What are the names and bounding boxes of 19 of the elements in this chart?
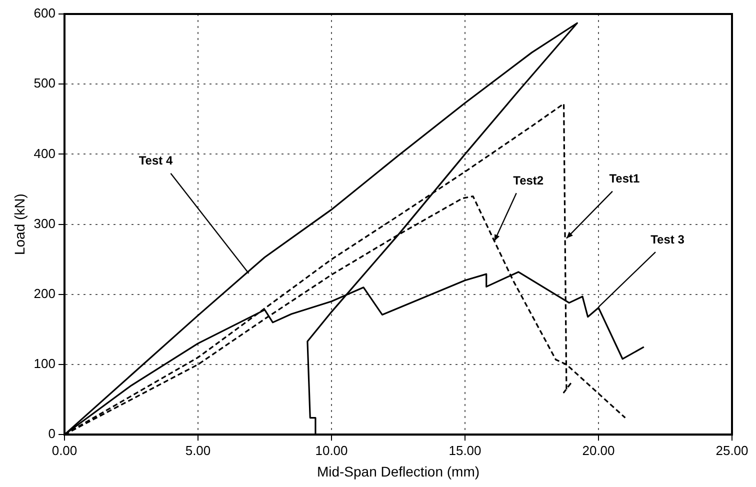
y-tick-label: 200 — [34, 286, 56, 301]
y-axis-title: Load (kN) — [11, 194, 28, 256]
y-tick-label: 100 — [34, 356, 56, 372]
x-tick-label: 15.00 — [448, 442, 482, 458]
annotation: Test 4 — [138, 154, 173, 168]
annotation: Test1 — [609, 172, 640, 186]
annotation: Test2 — [513, 173, 544, 188]
y-tick-label: 600 — [34, 6, 56, 21]
x-tick-label: 0.00 — [52, 442, 78, 458]
y-tick-label: 500 — [34, 76, 56, 91]
x-axis-title: Mid-Span Deflection (mm) — [316, 463, 480, 480]
y-tick-label: 400 — [34, 146, 56, 161]
y-tick-label: 300 — [34, 216, 56, 231]
annotation: Test 3 — [650, 232, 685, 246]
x-tick-label: 25.00 — [716, 442, 748, 458]
x-tick-label: 5.00 — [185, 442, 211, 458]
y-tick-label: 0 — [48, 426, 56, 442]
x-tick-label: 10.00 — [315, 442, 348, 458]
x-tick-label: 20.00 — [582, 442, 615, 458]
